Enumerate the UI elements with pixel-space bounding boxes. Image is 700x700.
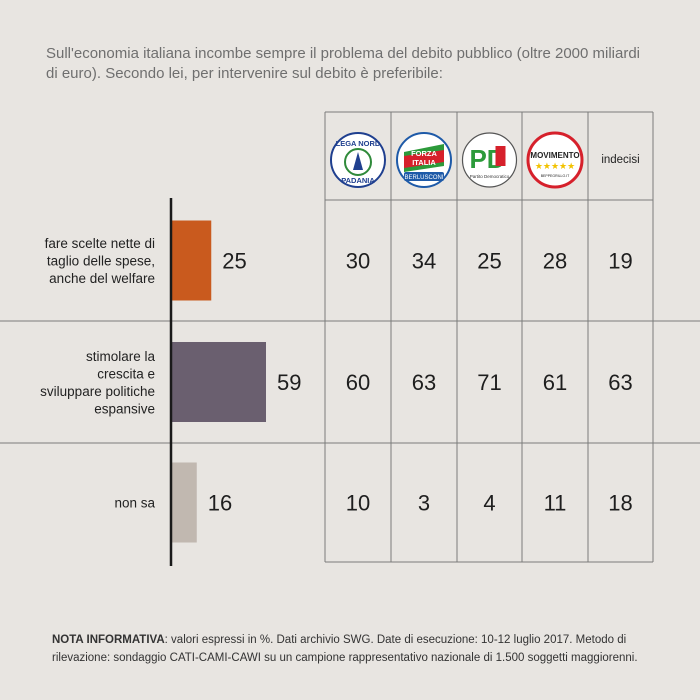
category-label-2: non sa (114, 496, 155, 511)
logo-text: Partito Democratico (470, 174, 510, 179)
bar-value-label: 25 (222, 249, 246, 274)
bar-2 (171, 462, 197, 543)
category-label-line: taglio delle spese, (47, 254, 155, 269)
logo-ring (526, 131, 584, 189)
table-cell: 30 (346, 249, 370, 274)
table-cell: 3 (418, 491, 430, 516)
bar-value-label: 16 (208, 491, 232, 516)
table-cell: 19 (608, 249, 632, 274)
footnote-label: NOTA INFORMATIVA (52, 634, 165, 646)
category-label-line: sviluppare politiche (40, 384, 155, 399)
column-header-indecisi: indecisi (601, 154, 639, 166)
category-label-line: fare scelte nette di (45, 236, 155, 251)
logo-inner-ring (344, 148, 372, 176)
lega-nord-logo: LEGA NORD PADANIA (330, 132, 386, 188)
table-cell: 71 (477, 370, 501, 395)
footnote-text: : valori espressi in %. Dati archivio SW… (52, 634, 638, 664)
table-cell: 11 (544, 491, 567, 516)
category-label-line: anche del welfare (49, 271, 155, 286)
logo-flag (404, 150, 444, 168)
category-label-1: stimolare la crescita e sviluppare politic… (40, 349, 155, 417)
bar-1 (171, 342, 266, 422)
table-cell: 60 (346, 370, 370, 395)
table-cell: 25 (477, 249, 501, 274)
logo-text: MOVIMENTO (530, 151, 579, 160)
table-cell: 34 (412, 249, 436, 274)
table-cell: 63 (412, 370, 436, 395)
logo-text: BERLUSCONI (404, 175, 443, 181)
footnote: NOTA INFORMATIVA: valori espressi in %. … (52, 631, 667, 667)
table-cell: 10 (346, 491, 370, 516)
movimento-5-stelle-logo: MOVIMENTO★★★★★ BEPPEGRILLO.IT (526, 131, 584, 189)
category-label-0: fare scelte nette di taglio delle spese, a… (45, 236, 155, 286)
category-label-line: crescita e (97, 366, 155, 381)
bar-value-label: 59 (277, 370, 301, 395)
category-label-line: non sa (114, 496, 155, 511)
logo-band (404, 172, 444, 181)
table-cell: 63 (608, 370, 632, 395)
table-cell: 61 (543, 370, 567, 395)
logo-text: LEGA NORD (336, 139, 381, 148)
question-text: Sull'economia italiana incombe sempre il… (46, 45, 641, 82)
logo-text: FORZA (411, 149, 437, 158)
logo-figure (353, 152, 363, 170)
logo-text: ITALIA (412, 158, 436, 167)
bar-0 (171, 220, 212, 301)
category-label-line: stimolare la (86, 349, 156, 364)
logo-accent (495, 146, 506, 166)
table-cell: 28 (543, 249, 567, 274)
logo-text: BEPPEGRILLO.IT (541, 174, 570, 178)
logo-text: PADANIA (341, 176, 375, 185)
category-label-line: espansive (94, 401, 155, 416)
table-cell: 18 (608, 491, 632, 516)
logo-stars: ★★★★★ (535, 161, 575, 171)
table-cell: 4 (483, 491, 495, 516)
